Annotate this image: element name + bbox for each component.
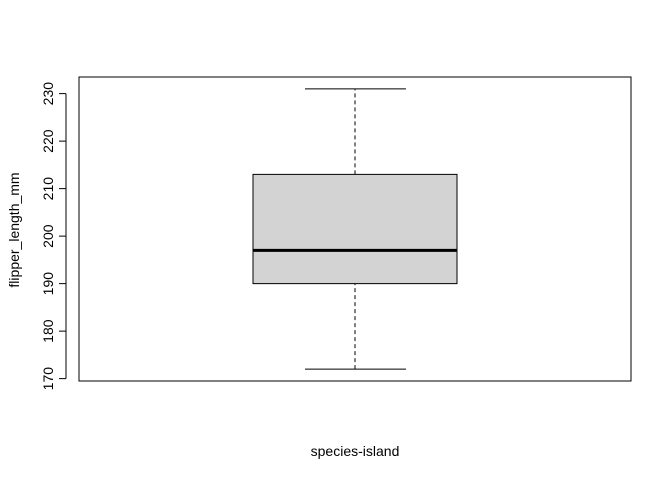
y-tick-label: 220 — [40, 129, 56, 153]
y-tick-label: 230 — [40, 82, 56, 106]
y-tick-label: 200 — [40, 224, 56, 248]
x-axis-title: species-island — [311, 443, 400, 459]
y-tick-label: 170 — [40, 367, 56, 391]
y-axis-title: flipper_length_mm — [6, 172, 22, 287]
y-tick-label: 180 — [40, 319, 56, 343]
plot-frame — [78, 76, 632, 382]
y-tick-label: 210 — [40, 177, 56, 201]
y-tick-label: 190 — [40, 272, 56, 296]
plot-layer: 170 180 190 200 210 220 230 — [40, 76, 632, 391]
iqr-box — [252, 173, 458, 285]
